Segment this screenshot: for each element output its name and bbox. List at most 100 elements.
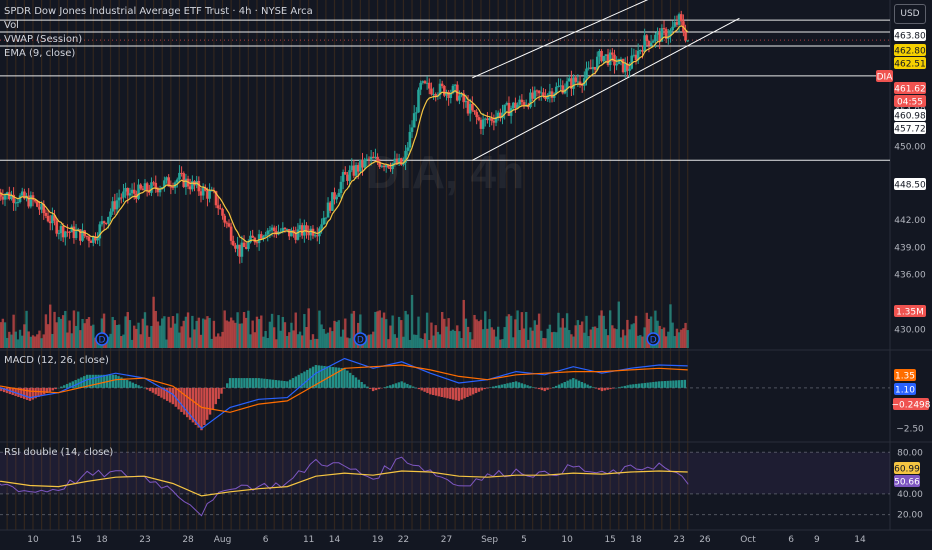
- volume-bar: [139, 334, 142, 348]
- volume-bar: [374, 311, 377, 348]
- volume-bar: [464, 318, 468, 348]
- candle: [617, 58, 621, 65]
- macd-histogram-bar: [520, 383, 524, 388]
- macd-histogram-bar: [306, 369, 309, 388]
- candle: [430, 88, 433, 95]
- macd-histogram-bar: [366, 386, 369, 388]
- volume-bar: [669, 304, 672, 348]
- macd-histogram-bar: [632, 384, 635, 388]
- volume-bar: [496, 326, 500, 348]
- volume-bar: [285, 335, 289, 348]
- price-label-box: [876, 70, 893, 82]
- legend-volume[interactable]: Vol: [4, 20, 19, 31]
- candle: [574, 77, 578, 82]
- macd-legend[interactable]: MACD (12, 26, close): [4, 355, 109, 366]
- macd-histogram-bar: [640, 383, 644, 388]
- candle: [367, 158, 371, 160]
- candle: [147, 191, 151, 193]
- x-axis-label: 5: [521, 535, 527, 545]
- volume-bar: [473, 314, 476, 348]
- volume-bar: [29, 336, 33, 348]
- candle: [354, 165, 358, 176]
- currency-button[interactable]: USD: [894, 4, 926, 24]
- candle: [111, 201, 114, 212]
- macd-histogram-bar: [254, 378, 258, 388]
- candle: [143, 183, 147, 191]
- macd-histogram-bar: [303, 371, 306, 388]
- candle: [636, 50, 640, 61]
- volume-bar: [307, 308, 310, 348]
- candle: [333, 192, 336, 200]
- volume-bar: [270, 313, 274, 348]
- candle: [298, 225, 302, 230]
- volume-bar: [130, 339, 134, 348]
- volume-bar: [408, 339, 412, 348]
- volume-bar: [585, 315, 588, 348]
- candle: [589, 67, 593, 70]
- macd-histogram-bar: [552, 387, 555, 388]
- macd-histogram-bar: [451, 387, 455, 400]
- volume-bar: [654, 310, 657, 348]
- volume-bar: [671, 322, 674, 348]
- macd-histogram-bar: [317, 365, 320, 388]
- candle: [447, 91, 450, 98]
- candle: [0, 192, 2, 197]
- macd-histogram-bar: [171, 387, 175, 405]
- macd-histogram-bar: [331, 366, 335, 388]
- candle: [27, 195, 30, 207]
- candle: [132, 189, 136, 194]
- candle: [150, 182, 153, 193]
- macd-histogram-bar: [143, 387, 146, 389]
- candle: [432, 94, 435, 96]
- macd-histogram-bar: [420, 387, 423, 391]
- volume-bar: [210, 338, 213, 348]
- volume-bar: [630, 324, 633, 348]
- rsi-legend[interactable]: RSI double (14, close): [4, 447, 114, 458]
- macd-histogram-bar: [71, 381, 74, 388]
- candle: [234, 245, 237, 249]
- macd-histogram-bar: [168, 387, 172, 403]
- price-label: 1.35M: [896, 308, 924, 318]
- candle: [169, 186, 173, 188]
- volume-bar: [189, 337, 192, 348]
- candle: [483, 118, 487, 120]
- candle: [572, 77, 575, 89]
- volume-bar: [208, 317, 211, 348]
- volume-bar: [339, 336, 343, 348]
- macd-value-box: [894, 369, 916, 381]
- macd-histogram-bar: [103, 374, 106, 388]
- candle: [561, 85, 565, 94]
- macd-histogram-bar: [228, 378, 232, 388]
- candle: [555, 86, 558, 94]
- candle: [490, 118, 494, 121]
- rsi-axis-tick: 40.00: [897, 490, 923, 500]
- candle: [36, 201, 39, 207]
- legend-ema[interactable]: EMA (9, close): [4, 48, 76, 59]
- candle: [462, 93, 466, 103]
- candle: [313, 235, 317, 237]
- volume-bar: [277, 315, 280, 348]
- candle: [647, 40, 651, 46]
- volume-bar: [85, 319, 89, 348]
- macd-histogram-bar: [431, 387, 435, 396]
- candle: [79, 229, 82, 241]
- candle: [300, 225, 304, 236]
- candle: [242, 242, 246, 247]
- candle: [501, 112, 504, 119]
- candle: [389, 167, 392, 170]
- candle: [604, 54, 608, 56]
- volume-bar: [223, 310, 226, 348]
- volume-bar: [87, 317, 91, 348]
- candle: [139, 184, 142, 189]
- macd-histogram-bar: [337, 367, 340, 388]
- macd-histogram-bar: [91, 374, 95, 388]
- macd-histogram-bar: [512, 381, 515, 388]
- volume-bar: [150, 325, 153, 348]
- candle: [583, 78, 586, 86]
- candle: [576, 81, 580, 83]
- volume-bar: [598, 315, 601, 348]
- volume-bar: [520, 312, 524, 348]
- x-axis-label: 10: [561, 535, 573, 545]
- legend-vwap[interactable]: VWAP (Session): [4, 34, 83, 45]
